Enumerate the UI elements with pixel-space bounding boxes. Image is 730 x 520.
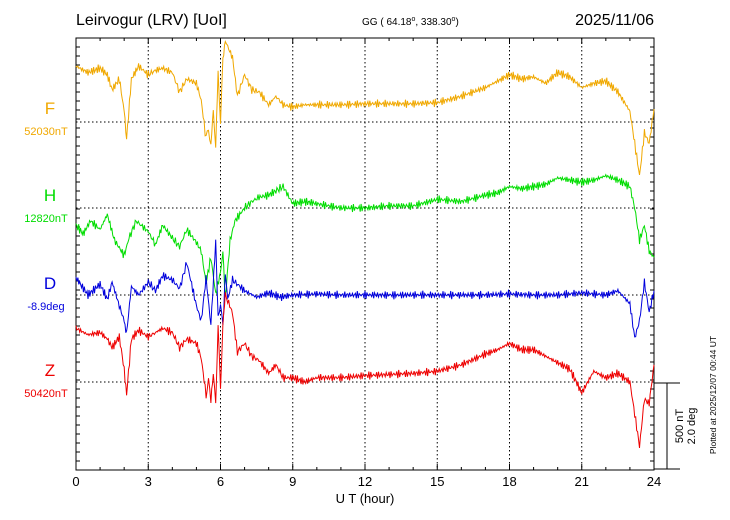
x-axis-ticks: 0 3 6 9 12 15 18 21 24 [72,37,661,489]
degree-sign: o [411,16,415,23]
x-tick-label: 6 [217,474,224,489]
station-title: Leirvogur (LRV) [UoI] [76,12,227,29]
x-tick-label: 15 [430,474,444,489]
scale-nt-label: 500 nT [674,409,686,444]
degree-sign: o [452,16,456,23]
series-line-Z [75,292,655,449]
series-name-Z: Z [45,361,55,380]
series-baseline-F: 52030nT [24,126,68,138]
coords-label: GG ( 64.18o, 338.30o) [362,16,459,28]
series-lines [75,39,655,449]
x-tick-label: 24 [647,474,661,489]
coords-lat: GG ( 64.18 [362,17,412,28]
x-tick-label: 21 [575,474,589,489]
coords-lon: , 338.30 [415,17,452,28]
x-axis-label: U T (hour) [336,491,395,506]
grid [76,38,654,470]
series-baseline-D: -8.9deg [27,301,64,313]
series-line-D [75,239,655,338]
series-line-F [75,39,655,175]
x-tick-label: 3 [145,474,152,489]
x-tick-label: 0 [72,474,79,489]
series-line-H [75,173,655,296]
coords-close: ) [455,17,458,28]
scale-bar: 500 nT 2.0 deg [654,382,698,470]
series-name-F: F [45,99,55,118]
header: Leirvogur (LRV) [UoI] GG ( 64.18o, 338.3… [76,12,654,29]
plotted-note: Plotted at 2025/12/07 00:44 UT [708,336,718,454]
date-label: 2025/11/06 [575,12,654,29]
scale-deg-label: 2.0 deg [686,408,698,445]
x-tick-label: 9 [289,474,296,489]
x-tick-label: 18 [502,474,516,489]
x-tick-label: 12 [358,474,372,489]
series-name-H: H [44,186,56,205]
series-baseline-H: 12820nT [24,213,68,225]
series-baseline-Z: 50420nT [24,388,68,400]
series-name-D: D [44,274,56,293]
series-labels: F 52030nT H 12820nT D -8.9deg Z 50420nT [24,99,68,400]
